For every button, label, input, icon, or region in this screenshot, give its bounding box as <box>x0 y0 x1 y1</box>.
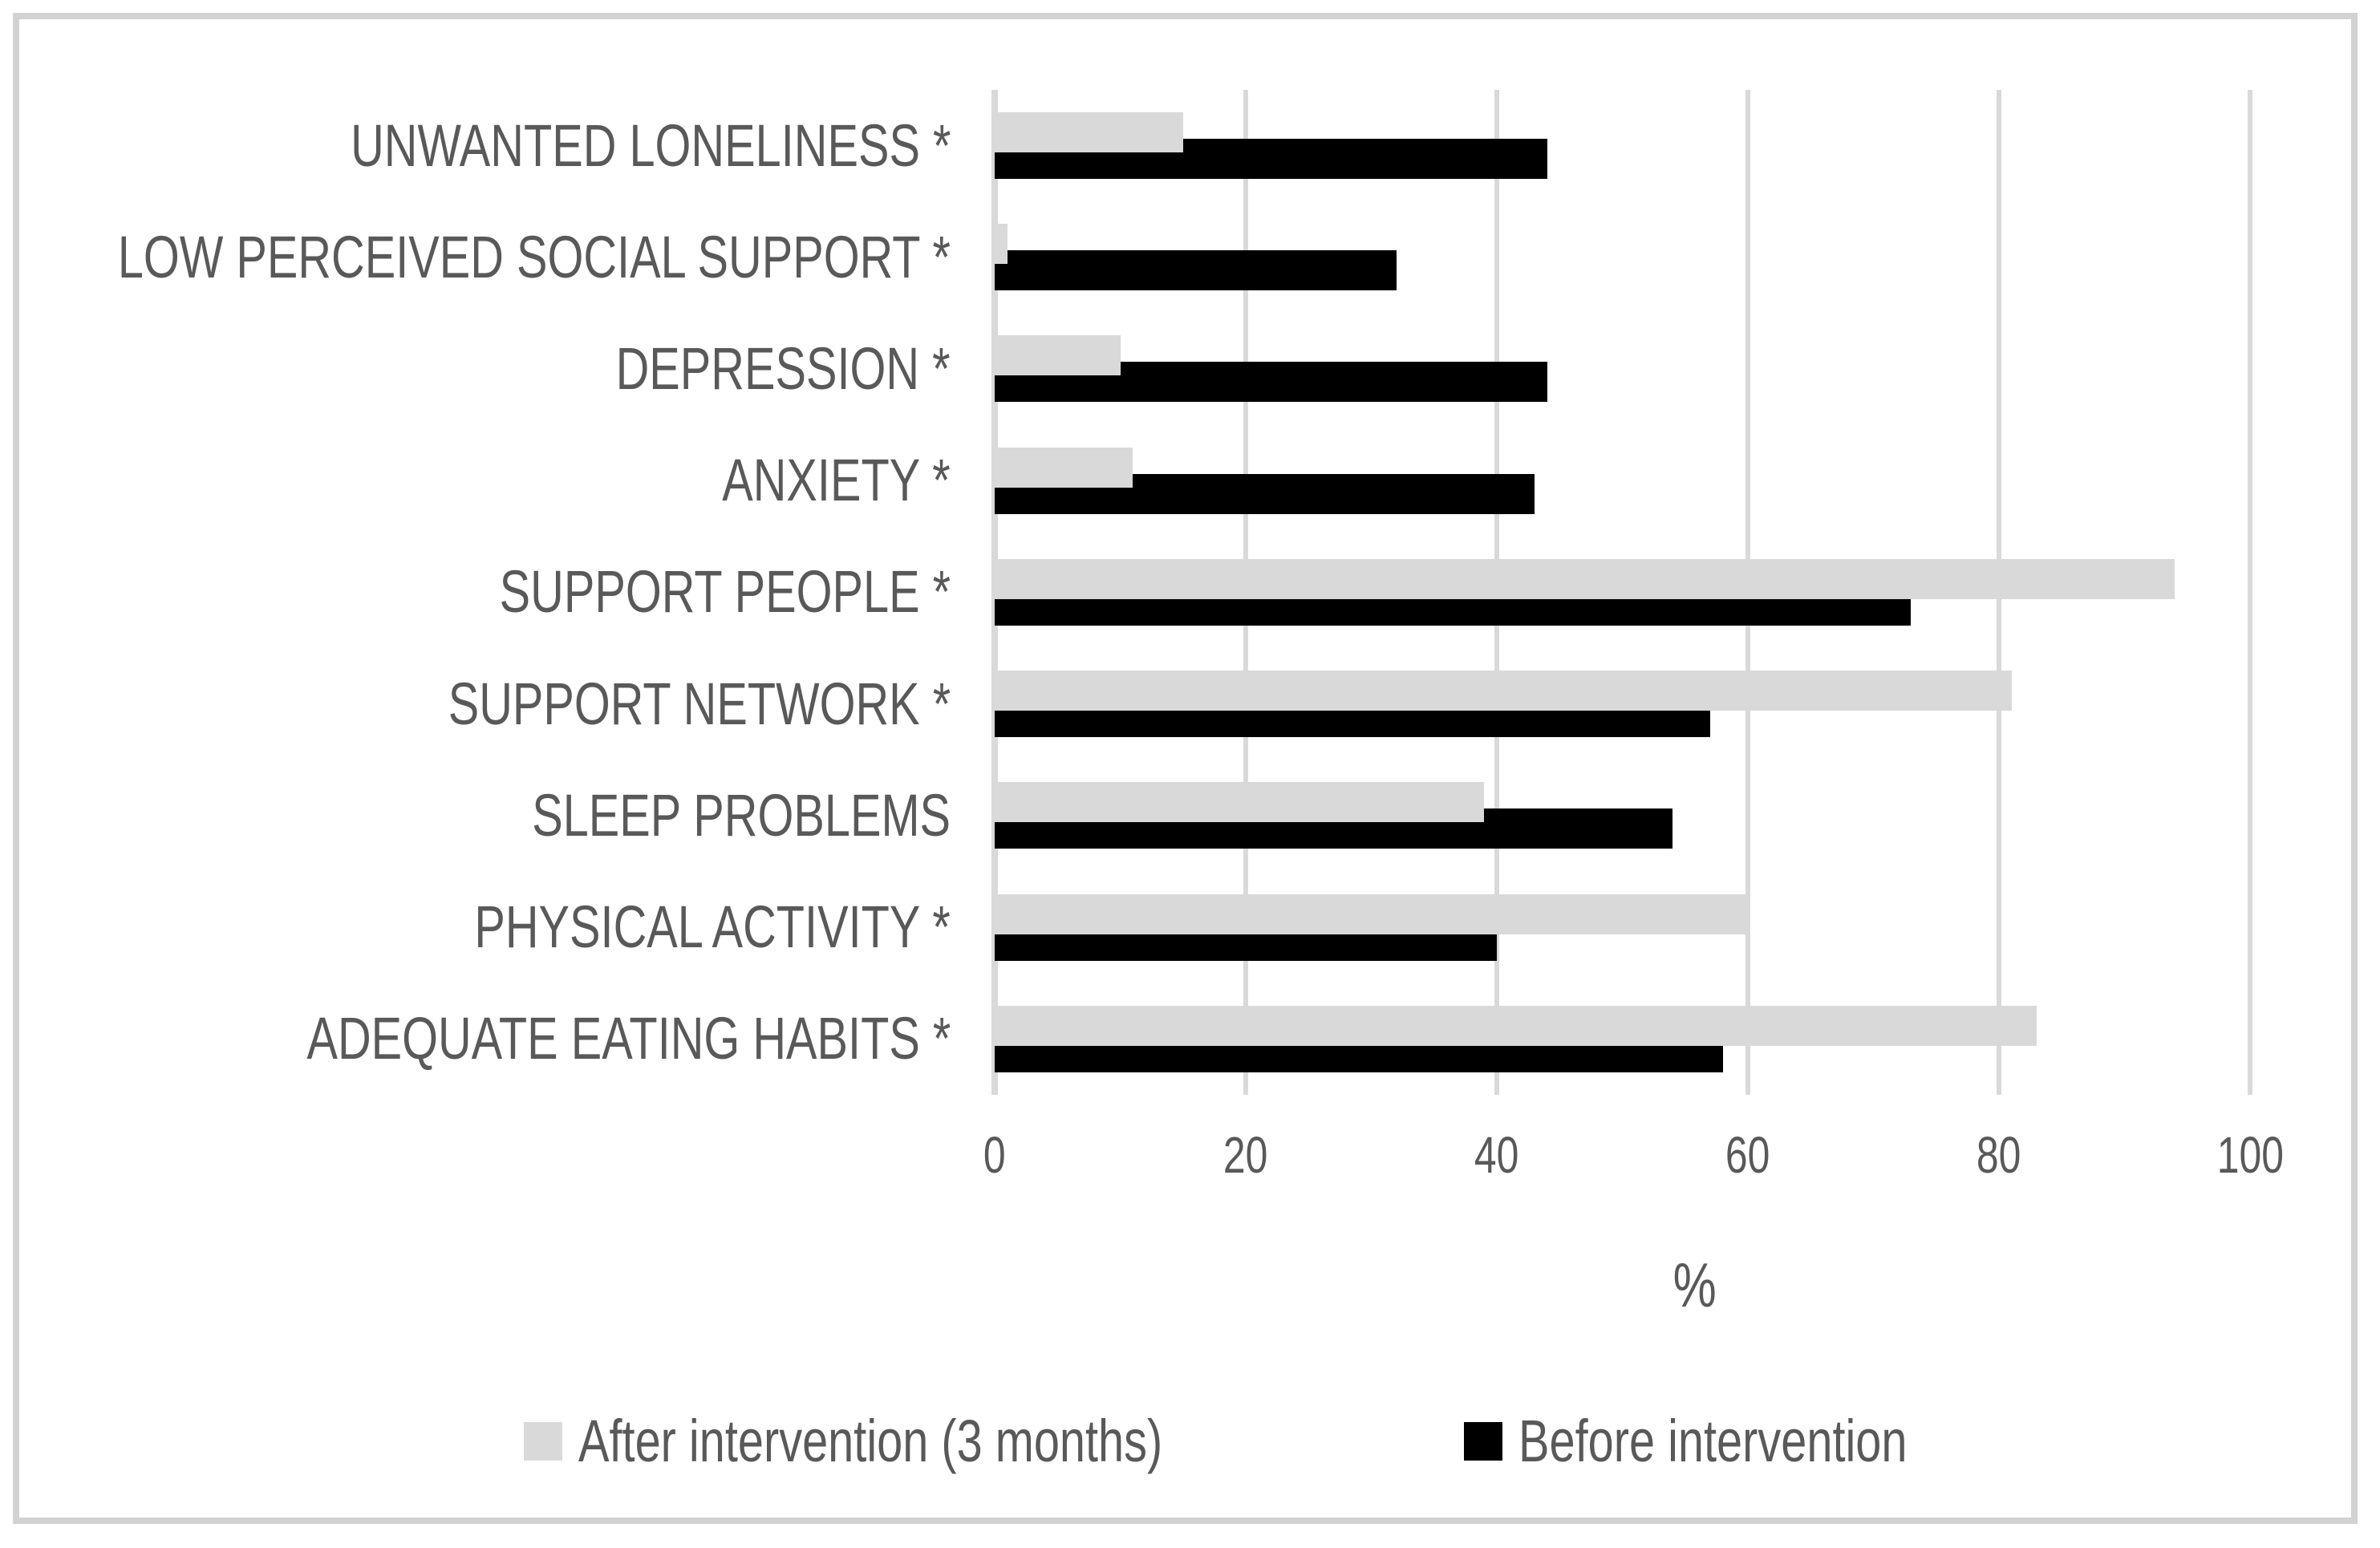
category-label-text: SLEEP PROBLEMS <box>532 781 951 849</box>
x-tick-text: 20 <box>1223 1126 1268 1184</box>
x-tick-text: 40 <box>1474 1126 1519 1184</box>
category-axis: UNWANTED LONELINESS * LOW PERCEIVED SOCIA… <box>0 90 951 1095</box>
category-label-text: UNWANTED LONELINESS * <box>350 111 951 179</box>
x-tick-label-60: 60 <box>1652 1129 1844 1181</box>
category-label: ANXIETY * <box>0 425 951 537</box>
category-label-text: ADEQUATE EATING HABITS * <box>306 1005 951 1072</box>
legend-label: Before intervention <box>1518 1412 2017 1471</box>
bar-group <box>995 760 2250 871</box>
legend-item-before: Before intervention <box>1463 1412 2017 1471</box>
gridline-100 <box>2248 90 2252 1095</box>
legend-swatch <box>1463 1422 1502 1461</box>
bar-after-intervention <box>995 894 1748 934</box>
category-label-text: SUPPORT NETWORK * <box>448 670 951 737</box>
x-tick-text: 80 <box>1977 1126 2021 1184</box>
x-tick-text: 60 <box>1725 1126 1770 1184</box>
category-label-text: PHYSICAL ACTIVITY * <box>474 894 951 961</box>
category-label-text: DEPRESSION * <box>616 335 951 403</box>
bar-group <box>995 313 2250 424</box>
bar-after-intervention <box>995 1005 2037 1046</box>
bar-after-intervention <box>995 224 1008 265</box>
legend-item-after: After intervention (3 months) <box>524 1412 1328 1471</box>
bar-after-intervention <box>995 447 1133 488</box>
bar-group <box>995 201 2250 313</box>
bar-after-intervention <box>995 335 1121 376</box>
legend-label: After intervention (3 months) <box>578 1412 1328 1471</box>
category-label: UNWANTED LONELINESS * <box>0 90 951 201</box>
bar-group <box>995 983 2250 1095</box>
bar-after-intervention <box>995 112 1183 152</box>
x-tick-text: 100 <box>2216 1126 2284 1184</box>
category-label: ADEQUATE EATING HABITS * <box>0 983 951 1095</box>
bar-group <box>995 90 2250 201</box>
bar-after-intervention <box>995 782 1485 823</box>
bar-before-intervention <box>995 250 1397 291</box>
x-tick-label-100: 100 <box>2154 1129 2346 1181</box>
x-tick-label-20: 20 <box>1149 1129 1342 1181</box>
plot-area <box>991 90 2252 1095</box>
legend-label-text: After intervention (3 months) <box>578 1408 1163 1474</box>
bar-group <box>995 872 2250 983</box>
legend-label-text: Before intervention <box>1518 1408 1908 1474</box>
bar-after-intervention <box>995 671 2012 711</box>
bar-group <box>995 537 2250 648</box>
category-label: SLEEP PROBLEMS <box>0 760 951 871</box>
category-label: SUPPORT NETWORK * <box>0 648 951 760</box>
category-label-text: LOW PERCEIVED SOCIAL SUPPORT * <box>117 223 951 290</box>
x-axis-title: % <box>1599 1254 1791 1316</box>
bar-group <box>995 425 2250 537</box>
category-label-text: SUPPORT PEOPLE * <box>499 558 951 626</box>
legend: After intervention (3 months) Before inte… <box>80 1412 2380 1471</box>
legend-swatch <box>524 1422 563 1461</box>
category-label: PHYSICAL ACTIVITY * <box>0 872 951 983</box>
category-label: LOW PERCEIVED SOCIAL SUPPORT * <box>0 201 951 313</box>
x-tick-label-40: 40 <box>1401 1129 1593 1181</box>
category-label-text: ANXIETY * <box>722 447 951 514</box>
bar-group <box>995 648 2250 760</box>
x-tick-text: 0 <box>983 1126 1006 1184</box>
category-label: DEPRESSION * <box>0 313 951 424</box>
category-label: SUPPORT PEOPLE * <box>0 537 951 648</box>
bar-after-intervention <box>995 558 2175 599</box>
x-axis-title-text: % <box>1672 1250 1717 1320</box>
x-tick-label-80: 80 <box>1903 1129 2095 1181</box>
x-tick-label-0: 0 <box>898 1129 1091 1181</box>
